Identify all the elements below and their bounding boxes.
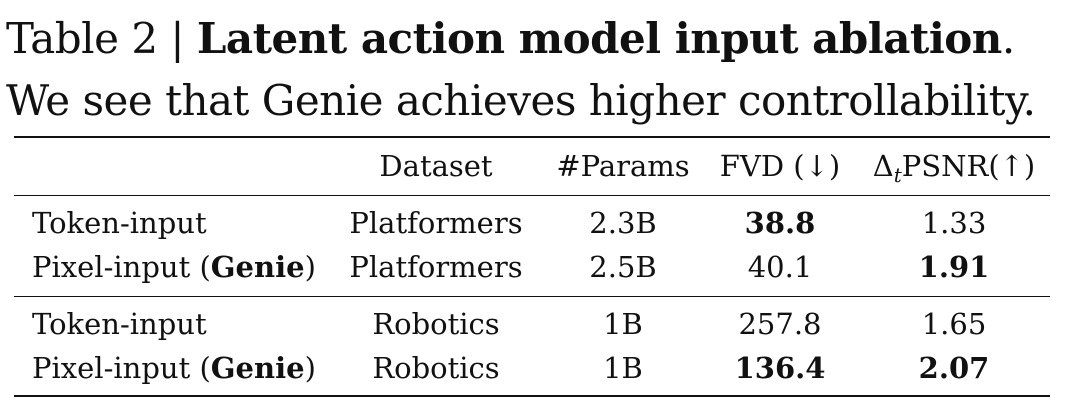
table-cell-dataset: Robotics <box>372 351 500 385</box>
table-cell-params: 2.3B <box>589 206 657 240</box>
table-cell-dataset: Robotics <box>372 307 500 341</box>
table-row-model: Pixel-input (Genie) <box>32 247 316 287</box>
table-cell-psnr: 1.65 <box>921 307 987 341</box>
model-name: Pixel-input <box>32 250 200 284</box>
table-cell-params: 2.5B <box>589 250 657 284</box>
header-psnr-delta: Δ <box>872 149 894 183</box>
table-cell-psnr: 2.07 <box>918 351 990 385</box>
header-psnr: ΔtPSNR(↑) <box>864 146 1044 187</box>
table-cell-fvd: 136.4 <box>734 351 826 385</box>
header-rule <box>14 195 1050 196</box>
caption-label: Table 2 | <box>6 14 197 63</box>
header-psnr-subscript: t <box>893 163 902 187</box>
header-fvd: FVD (↓) <box>719 149 841 183</box>
table-cell-fvd: 38.8 <box>744 206 816 240</box>
header-psnr-label: PSNR(↑) <box>901 149 1036 183</box>
table-row-model: Pixel-input (Genie) <box>32 348 316 388</box>
caption-title-period: . <box>1001 14 1015 63</box>
model-name: Token-input <box>32 206 207 240</box>
header-dataset: Dataset <box>379 149 493 183</box>
header-params: #Params <box>556 149 690 183</box>
table-caption: Table 2 | Latent action model input abla… <box>6 8 1066 132</box>
table-top-rule <box>14 136 1050 138</box>
model-name-bold: Genie <box>210 250 305 284</box>
model-name: Pixel-input <box>32 351 200 385</box>
table-cell-params: 1B <box>603 351 643 385</box>
model-name-bold: Genie <box>210 351 305 385</box>
model-name: Token-input <box>32 307 207 341</box>
table-cell-psnr: 1.33 <box>921 206 987 240</box>
model-paren-open: ( <box>199 351 211 385</box>
table-row-model: Token-input <box>32 203 207 243</box>
caption-text: We see that Genie achieves higher contro… <box>6 76 1036 125</box>
table-cell-psnr: 1.91 <box>918 250 990 284</box>
table-cell-dataset: Platformers <box>349 206 523 240</box>
group-rule <box>14 296 1050 297</box>
model-paren-open: ( <box>199 250 211 284</box>
table-cell-fvd: 257.8 <box>738 307 822 341</box>
table-cell-params: 1B <box>603 307 643 341</box>
table-bottom-rule <box>14 395 1050 397</box>
model-paren-close: ) <box>304 250 316 284</box>
model-paren-close: ) <box>304 351 316 385</box>
table-row-model: Token-input <box>32 304 207 344</box>
table-cell-dataset: Platformers <box>349 250 523 284</box>
table-cell-fvd: 40.1 <box>747 250 813 284</box>
caption-title: Latent action model input ablation <box>196 14 1002 63</box>
